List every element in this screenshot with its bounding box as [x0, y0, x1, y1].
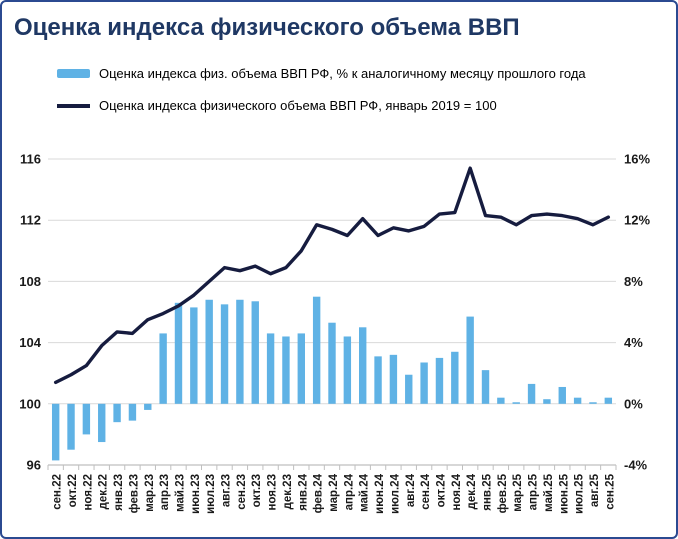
- svg-text:июл.25: июл.25: [574, 473, 586, 514]
- svg-text:112: 112: [20, 213, 41, 228]
- svg-text:окт.23: окт.23: [251, 474, 263, 507]
- svg-text:апр.25: апр.25: [528, 473, 540, 510]
- svg-text:96: 96: [27, 458, 41, 473]
- legend-bars-label: Оценка индекса физ. объема ВВП РФ, % к а…: [99, 66, 586, 81]
- svg-text:мар.24: мар.24: [328, 473, 340, 511]
- svg-text:июн.25: июн.25: [558, 473, 570, 513]
- svg-text:104: 104: [19, 335, 41, 350]
- svg-text:мар.23: мар.23: [144, 474, 156, 512]
- combo-chart-plot: 96 -4%100 0%104 4%108 8%112 12%116 16%сен.22 ок…: [19, 152, 650, 514]
- svg-text:ноя.23: ноя.23: [267, 474, 279, 511]
- svg-text:16%: 16%: [624, 152, 650, 167]
- svg-text:8%: 8%: [624, 274, 643, 289]
- svg-text:июл.23: июл.23: [205, 474, 217, 514]
- bar-series-swatch-icon: [57, 69, 90, 78]
- svg-text:дек.24: дек.24: [466, 473, 478, 509]
- svg-text:май.25: май.25: [543, 473, 555, 511]
- svg-text:янв.25: янв.25: [482, 473, 494, 510]
- chart-title: Оценка индекса физического объема ВВП: [14, 14, 520, 41]
- legend-item-bars: Оценка индекса физ. объема ВВП РФ, % к а…: [57, 66, 676, 81]
- svg-text:июл.24: июл.24: [389, 473, 401, 514]
- svg-text:108: 108: [19, 274, 41, 289]
- svg-text:116: 116: [20, 152, 41, 167]
- svg-text:дек.23: дек.23: [282, 474, 294, 509]
- svg-text:сен.25: сен.25: [604, 473, 616, 509]
- svg-text:фев.25: фев.25: [497, 473, 509, 513]
- svg-text:июн.24: июн.24: [374, 473, 386, 513]
- svg-text:авг.23: авг.23: [221, 474, 233, 507]
- chart-legend: Оценка индекса физ. объема ВВП РФ, % к а…: [57, 66, 676, 113]
- svg-text:4%: 4%: [624, 335, 643, 350]
- svg-text:сен.24: сен.24: [420, 473, 432, 509]
- legend-item-line: Оценка индекса физического объема ВВП РФ…: [57, 98, 676, 113]
- svg-text:сен.23: сен.23: [236, 474, 248, 510]
- svg-text:окт.22: окт.22: [67, 474, 79, 507]
- svg-text:100: 100: [19, 396, 41, 411]
- svg-text:май.23: май.23: [174, 474, 186, 512]
- svg-text:фев.23: фев.23: [128, 474, 140, 513]
- svg-text:май.24: май.24: [359, 473, 371, 511]
- svg-text:авг.25: авг.25: [589, 473, 601, 507]
- legend-line-label: Оценка индекса физического объема ВВП РФ…: [99, 98, 497, 113]
- svg-text:фев.24: фев.24: [313, 473, 325, 513]
- svg-text:-4%: -4%: [624, 458, 648, 473]
- svg-text:сен.22: сен.22: [52, 474, 64, 510]
- line-series-swatch-icon: [57, 103, 90, 108]
- svg-text:0%: 0%: [624, 396, 643, 411]
- svg-text:апр.23: апр.23: [159, 474, 171, 510]
- svg-text:ноя.24: ноя.24: [451, 473, 463, 510]
- svg-text:июн.23: июн.23: [190, 474, 202, 514]
- svg-text:янв.23: янв.23: [113, 474, 125, 511]
- svg-text:окт.24: окт.24: [435, 473, 447, 507]
- svg-text:янв.24: янв.24: [297, 473, 309, 510]
- svg-text:дек.22: дек.22: [98, 474, 110, 509]
- svg-text:апр.24: апр.24: [343, 473, 355, 510]
- svg-text:12%: 12%: [624, 213, 650, 228]
- svg-text:мар.25: мар.25: [512, 473, 524, 511]
- svg-text:ноя.22: ноя.22: [82, 474, 94, 511]
- svg-text:авг.24: авг.24: [405, 473, 417, 507]
